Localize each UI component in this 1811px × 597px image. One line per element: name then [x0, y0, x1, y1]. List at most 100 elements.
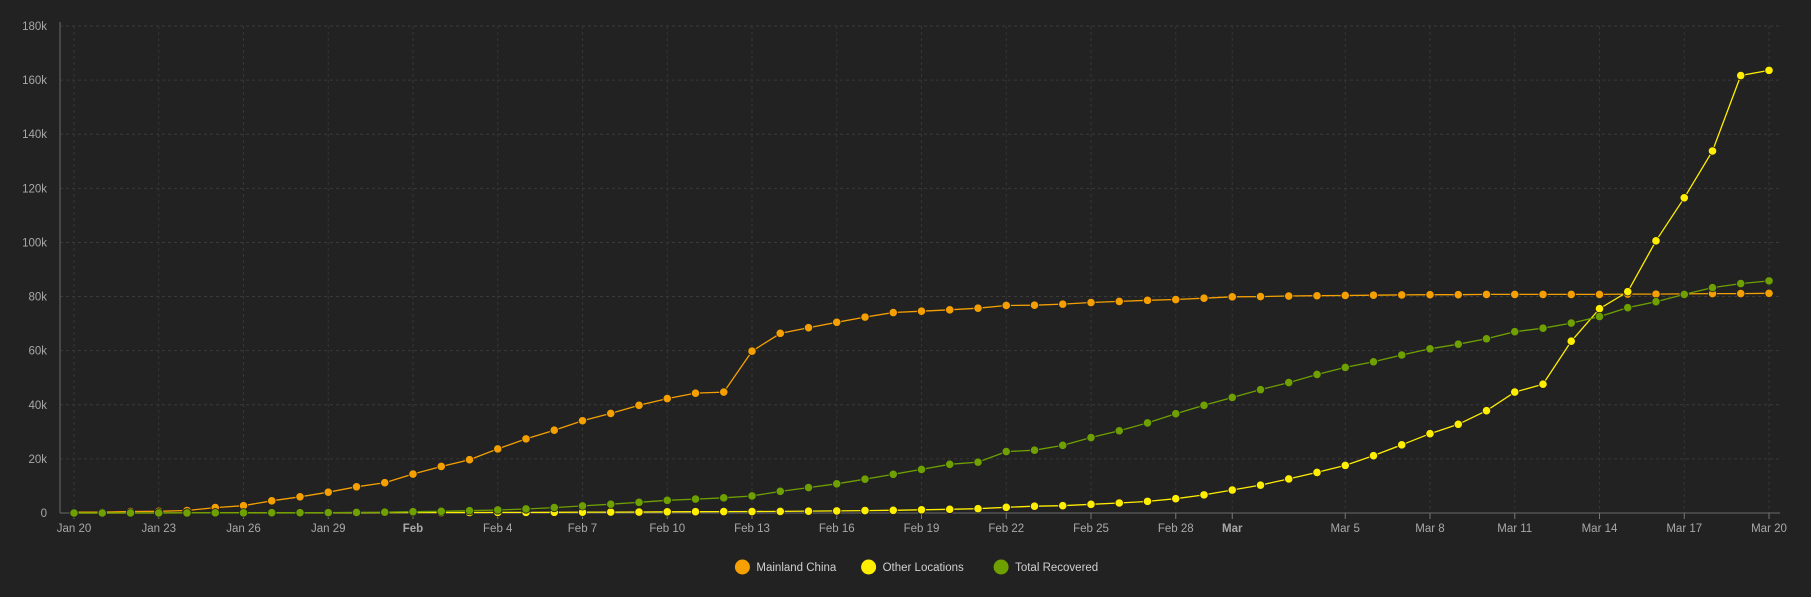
- data-point-total-recovered[interactable]: [888, 469, 898, 479]
- data-point-total-recovered[interactable]: [549, 502, 559, 513]
- data-point-mainland-china[interactable]: [464, 455, 475, 465]
- data-point-mainland-china[interactable]: [662, 393, 672, 404]
- data-point-mainland-china[interactable]: [916, 306, 927, 316]
- data-point-total-recovered[interactable]: [1538, 323, 1548, 333]
- data-point-mainland-china[interactable]: [1255, 291, 1266, 302]
- data-point-total-recovered[interactable]: [634, 497, 644, 507]
- data-point-total-recovered[interactable]: [747, 491, 757, 501]
- data-point-total-recovered[interactable]: [1227, 392, 1237, 403]
- data-point-mainland-china[interactable]: [1284, 291, 1294, 301]
- data-point-mainland-china[interactable]: [1736, 288, 1746, 299]
- data-point-total-recovered[interactable]: [1651, 297, 1661, 307]
- data-point-total-recovered[interactable]: [832, 479, 842, 489]
- data-point-mainland-china[interactable]: [1510, 289, 1520, 299]
- data-point-total-recovered[interactable]: [1114, 426, 1124, 436]
- data-point-other-locations[interactable]: [662, 507, 672, 517]
- data-point-mainland-china[interactable]: [323, 487, 333, 497]
- data-point-total-recovered[interactable]: [662, 495, 672, 505]
- data-point-mainland-china[interactable]: [1538, 289, 1548, 299]
- data-point-total-recovered[interactable]: [916, 464, 927, 475]
- data-point-total-recovered[interactable]: [154, 508, 164, 518]
- data-point-total-recovered[interactable]: [1707, 283, 1718, 293]
- data-point-mainland-china[interactable]: [380, 478, 390, 488]
- data-point-other-locations[interactable]: [1566, 336, 1576, 346]
- data-point-other-locations[interactable]: [945, 504, 955, 514]
- data-point-total-recovered[interactable]: [97, 508, 107, 518]
- data-point-mainland-china[interactable]: [549, 425, 559, 435]
- data-point-other-locations[interactable]: [1538, 379, 1548, 389]
- data-point-total-recovered[interactable]: [775, 486, 785, 496]
- data-point-other-locations[interactable]: [1171, 494, 1181, 504]
- data-point-total-recovered[interactable]: [1623, 303, 1633, 313]
- data-point-total-recovered[interactable]: [182, 508, 192, 518]
- data-point-total-recovered[interactable]: [1566, 318, 1576, 328]
- data-point-total-recovered[interactable]: [1001, 446, 1011, 457]
- data-point-total-recovered[interactable]: [125, 508, 136, 518]
- data-point-mainland-china[interactable]: [577, 416, 588, 426]
- data-point-total-recovered[interactable]: [1312, 369, 1322, 380]
- data-point-total-recovered[interactable]: [1142, 418, 1153, 428]
- data-point-total-recovered[interactable]: [408, 507, 418, 517]
- data-point-mainland-china[interactable]: [1453, 290, 1463, 300]
- data-point-other-locations[interactable]: [1368, 451, 1379, 461]
- data-point-other-locations[interactable]: [634, 507, 644, 517]
- legend-item-total-recovered[interactable]: Total Recovered: [993, 559, 1099, 575]
- data-point-other-locations[interactable]: [1227, 485, 1237, 495]
- data-point-mainland-china[interactable]: [1227, 292, 1237, 302]
- data-point-mainland-china[interactable]: [1199, 293, 1209, 303]
- data-point-total-recovered[interactable]: [267, 508, 277, 518]
- data-point-other-locations[interactable]: [803, 506, 814, 516]
- data-point-other-locations[interactable]: [1086, 499, 1096, 509]
- data-point-mainland-china[interactable]: [1171, 294, 1181, 305]
- data-point-mainland-china[interactable]: [1142, 295, 1153, 305]
- data-point-other-locations[interactable]: [1397, 440, 1407, 450]
- legend-item-other-locations[interactable]: Other Locations: [861, 559, 964, 575]
- data-point-other-locations[interactable]: [1707, 146, 1718, 156]
- data-point-mainland-china[interactable]: [1594, 289, 1605, 299]
- data-point-mainland-china[interactable]: [493, 444, 503, 454]
- data-point-total-recovered[interactable]: [464, 506, 475, 516]
- data-point-mainland-china[interactable]: [1651, 289, 1661, 299]
- data-point-mainland-china[interactable]: [1114, 296, 1124, 307]
- data-point-mainland-china[interactable]: [1566, 289, 1576, 299]
- data-point-total-recovered[interactable]: [1679, 289, 1689, 299]
- data-point-mainland-china[interactable]: [1481, 289, 1492, 299]
- data-point-total-recovered[interactable]: [1255, 385, 1266, 395]
- data-point-total-recovered[interactable]: [1764, 276, 1774, 286]
- data-point-mainland-china[interactable]: [888, 307, 898, 318]
- data-point-total-recovered[interactable]: [436, 506, 446, 516]
- data-point-total-recovered[interactable]: [1058, 440, 1068, 450]
- data-point-mainland-china[interactable]: [1001, 300, 1011, 311]
- data-point-total-recovered[interactable]: [323, 508, 333, 518]
- data-point-other-locations[interactable]: [1058, 501, 1068, 511]
- data-point-other-locations[interactable]: [719, 506, 729, 517]
- data-point-total-recovered[interactable]: [238, 508, 249, 518]
- data-point-other-locations[interactable]: [1114, 498, 1124, 508]
- data-point-mainland-china[interactable]: [945, 305, 955, 315]
- data-point-total-recovered[interactable]: [1453, 339, 1463, 349]
- data-point-other-locations[interactable]: [1510, 387, 1520, 397]
- data-point-mainland-china[interactable]: [436, 461, 446, 472]
- data-point-mainland-china[interactable]: [719, 387, 729, 397]
- data-point-other-locations[interactable]: [1764, 65, 1774, 75]
- data-point-mainland-china[interactable]: [1368, 290, 1379, 300]
- data-point-other-locations[interactable]: [606, 507, 616, 517]
- data-point-mainland-china[interactable]: [1058, 299, 1068, 309]
- data-point-total-recovered[interactable]: [690, 494, 701, 504]
- data-point-total-recovered[interactable]: [606, 499, 616, 509]
- data-point-mainland-china[interactable]: [1312, 291, 1322, 301]
- data-point-total-recovered[interactable]: [1284, 377, 1294, 388]
- data-point-other-locations[interactable]: [1142, 496, 1153, 506]
- data-point-mainland-china[interactable]: [606, 408, 616, 419]
- data-point-other-locations[interactable]: [888, 505, 898, 515]
- data-point-mainland-china[interactable]: [408, 469, 418, 479]
- data-point-mainland-china[interactable]: [1086, 297, 1096, 308]
- data-point-total-recovered[interactable]: [1736, 278, 1746, 289]
- data-point-mainland-china[interactable]: [295, 492, 305, 502]
- data-point-total-recovered[interactable]: [1397, 350, 1407, 360]
- data-point-mainland-china[interactable]: [1764, 288, 1774, 298]
- data-point-total-recovered[interactable]: [1594, 311, 1605, 322]
- data-point-total-recovered[interactable]: [803, 482, 814, 493]
- data-point-mainland-china[interactable]: [860, 312, 870, 322]
- data-point-mainland-china[interactable]: [1397, 290, 1407, 300]
